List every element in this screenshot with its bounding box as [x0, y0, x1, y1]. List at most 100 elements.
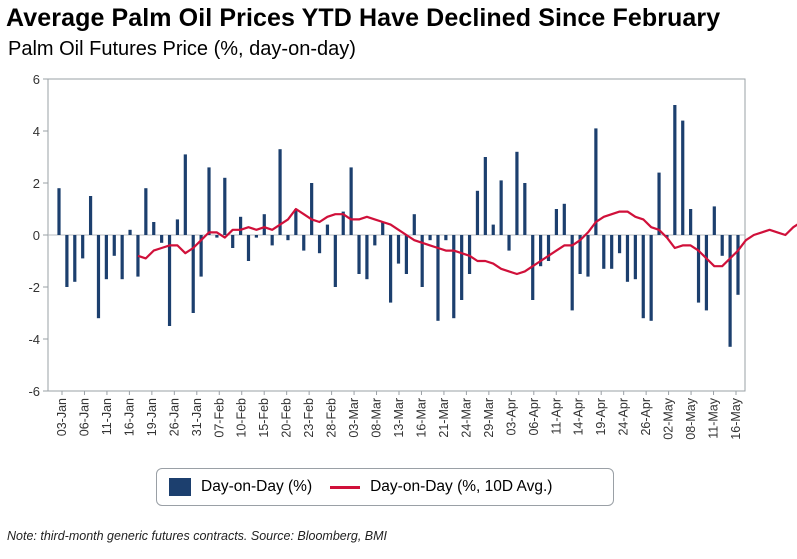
bar	[286, 235, 290, 241]
bar	[365, 235, 369, 280]
bar	[578, 235, 582, 274]
bar	[610, 235, 614, 269]
bar	[223, 177, 227, 235]
bar	[246, 235, 251, 261]
x-tick-label: 10-Feb	[235, 398, 249, 438]
bar	[460, 235, 464, 300]
bar	[602, 235, 606, 269]
y-tick-label: 2	[33, 176, 40, 191]
bar	[396, 235, 401, 264]
bar	[562, 203, 566, 235]
bar	[238, 216, 243, 235]
bar	[625, 235, 630, 282]
bar	[736, 235, 740, 295]
legend-item-line: Day-on-Day (%, 10D Avg.)	[312, 478, 552, 496]
bar	[444, 235, 448, 241]
x-tick-label: 02-May	[662, 397, 676, 439]
bar	[128, 229, 132, 235]
bar	[57, 188, 61, 235]
x-tick-label: 28-Feb	[325, 398, 339, 438]
x-tick-label: 03-Jan	[55, 398, 69, 436]
bar	[270, 235, 274, 246]
bar	[586, 235, 590, 277]
x-tick-label: 24-Apr	[617, 398, 631, 436]
legend-bar-label: Day-on-Day (%)	[201, 478, 313, 495]
bar	[81, 235, 85, 259]
y-tick-label: 4	[33, 124, 40, 139]
y-tick-label: -2	[28, 280, 40, 295]
bar	[160, 235, 164, 243]
x-tick-label: 31-Jan	[190, 398, 204, 436]
x-tick-label: 11-Jan	[100, 398, 114, 435]
x-tick-label: 26-Apr	[639, 398, 653, 436]
x-tick-label: 24-Mar	[459, 398, 473, 438]
bar	[412, 214, 416, 235]
bar	[96, 235, 101, 319]
bar	[88, 196, 93, 235]
bar	[341, 211, 345, 235]
bar	[728, 235, 732, 347]
bar	[673, 105, 677, 235]
bar	[262, 214, 266, 235]
legend-line-label: Day-on-Day (%, 10D Avg.)	[370, 478, 553, 495]
bar	[570, 235, 574, 311]
bar	[507, 235, 511, 251]
bar	[491, 224, 495, 235]
bar	[475, 190, 480, 235]
bar	[523, 183, 527, 235]
x-tick-label: 03-Mar	[347, 398, 361, 438]
x-tick-label: 11-May	[707, 397, 721, 439]
x-tick-label: 06-Jan	[77, 398, 91, 436]
bar	[136, 235, 140, 277]
legend-line-swatch	[330, 485, 361, 489]
bar	[704, 235, 709, 311]
bar	[278, 149, 282, 235]
x-tick-label: 08-May	[684, 397, 698, 439]
bar	[175, 219, 180, 235]
y-tick-label: 6	[33, 72, 40, 87]
bar	[73, 235, 77, 282]
bar	[357, 235, 361, 274]
chart-title: Average Palm Oil Prices YTD Have Decline…	[6, 4, 721, 32]
bar	[467, 235, 472, 274]
bar	[191, 235, 195, 313]
bar	[515, 151, 519, 235]
bar	[183, 154, 187, 235]
bar	[546, 235, 551, 261]
bar	[215, 235, 219, 238]
bar	[231, 235, 235, 248]
source-note: Note: third-month generic futures contra…	[7, 529, 388, 543]
bar	[325, 224, 330, 235]
bar	[696, 235, 701, 303]
x-tick-label: 23-Feb	[302, 398, 316, 438]
bar	[389, 235, 393, 303]
bar	[689, 209, 693, 235]
x-tick-label: 19-Apr	[594, 398, 608, 436]
bar	[420, 235, 424, 287]
x-tick-label: 08-Mar	[370, 398, 384, 438]
x-tick-label: 03-Apr	[504, 398, 518, 436]
bar	[483, 157, 487, 235]
bar	[112, 235, 116, 256]
x-tick-label: 15-Feb	[257, 398, 271, 438]
legend-item-bars: Day-on-Day (%)	[157, 478, 312, 496]
bar	[302, 235, 306, 251]
bar	[373, 235, 377, 246]
bar	[120, 235, 124, 280]
x-tick-label: 20-Feb	[280, 398, 294, 438]
bar	[199, 235, 203, 277]
legend-bar-swatch	[169, 478, 191, 496]
x-tick-label: 26-Jan	[167, 398, 181, 436]
bar	[167, 235, 172, 326]
avg-line	[137, 207, 797, 276]
bar	[349, 167, 353, 235]
bar	[294, 209, 298, 235]
x-tick-label: 16-Mar	[414, 398, 428, 438]
x-tick-label: 13-Mar	[392, 398, 406, 438]
bar	[649, 235, 653, 321]
bar	[452, 235, 456, 319]
x-tick-label: 21-Mar	[437, 398, 451, 438]
y-tick-label: -4	[28, 332, 40, 347]
x-tick-label: 14-Apr	[572, 398, 586, 436]
x-tick-label: 16-Jan	[122, 398, 136, 436]
